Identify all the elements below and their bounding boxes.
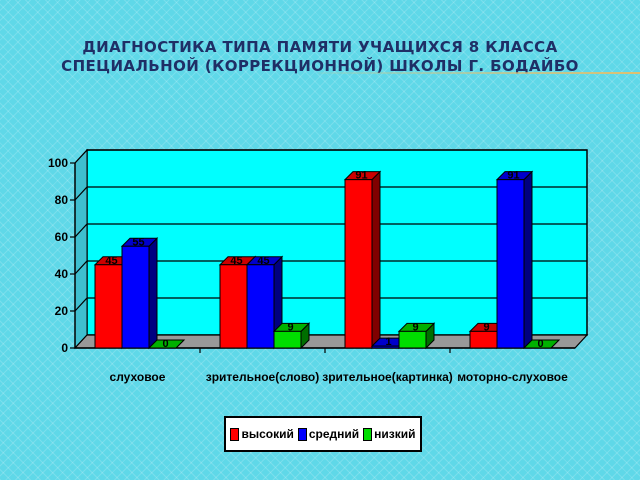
bar [469, 330, 498, 349]
bar [246, 264, 275, 349]
y-tick-label: 20 [55, 304, 69, 318]
gridline [74, 297, 587, 312]
data-label: 9 [412, 321, 418, 333]
bar [344, 179, 373, 349]
bar-side [371, 170, 381, 350]
data-label: 0 [537, 338, 543, 350]
bar [121, 245, 150, 349]
legend-label-low: низкий [374, 427, 416, 441]
legend-swatch-low [363, 427, 373, 441]
legend-item: средний [297, 427, 360, 441]
x-category-label: зрительное(слово) [206, 370, 319, 384]
bar [219, 264, 248, 349]
data-label: 9 [287, 321, 293, 333]
data-label: 91 [355, 170, 367, 182]
data-label: 45 [105, 255, 117, 267]
data-label: 0 [162, 338, 168, 350]
y-tick-label: 0 [61, 341, 68, 355]
x-category-label: зрительное(картинка) [322, 370, 453, 384]
plot-side-wall [74, 148, 88, 350]
legend-swatch-medium [297, 427, 307, 441]
bar [273, 330, 302, 349]
y-tick-label: 80 [55, 193, 69, 207]
y-tick-label: 100 [48, 156, 68, 170]
y-tick-label: 40 [55, 267, 69, 281]
data-label: 55 [132, 236, 144, 248]
data-label: 45 [230, 255, 242, 267]
slide-title: ДИАГНОСТИКА ТИПА ПАМЯТИ УЧАЩИХСЯ 8 КЛАСС… [0, 38, 640, 76]
bar-side [523, 170, 533, 350]
gridline [74, 260, 587, 275]
legend-item: высокий [230, 427, 294, 441]
legend-swatch-high [230, 427, 240, 441]
title-underline [318, 72, 640, 74]
y-tick-label: 60 [55, 230, 69, 244]
bar [94, 264, 123, 349]
gridline [74, 223, 587, 238]
data-label: 1 [385, 336, 391, 348]
title-line-1: ДИАГНОСТИКА ТИПА ПАМЯТИ УЧАЩИХСЯ 8 КЛАСС… [82, 38, 558, 56]
bar-top [522, 339, 561, 349]
chart-legend: высокий средний низкий [224, 416, 422, 452]
data-label: 91 [507, 170, 519, 182]
title-line-2: СПЕЦИАЛЬНОЙ (КОРРЕКЦИОННОЙ) ШКОЛЫ Г. БОД… [61, 57, 579, 75]
legend-label-high: высокий [241, 427, 294, 441]
x-category-label: слуховое [110, 370, 166, 384]
data-label: 45 [257, 255, 269, 267]
gridline [74, 149, 587, 164]
legend-item: низкий [363, 427, 416, 441]
bar-side [148, 237, 158, 350]
data-label: 9 [483, 321, 489, 333]
bar-top [147, 339, 186, 349]
bar [398, 330, 427, 349]
legend-label-medium: средний [308, 427, 360, 441]
x-category-label: моторно-слуховое [457, 370, 568, 384]
bar [496, 179, 525, 349]
gridline [74, 186, 587, 201]
